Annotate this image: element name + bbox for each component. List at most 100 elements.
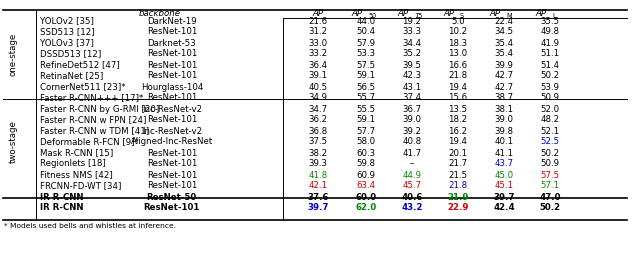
Text: 36.7: 36.7 xyxy=(403,104,422,114)
Text: 40.8: 40.8 xyxy=(403,138,422,147)
Text: 36.4: 36.4 xyxy=(308,60,328,69)
Text: 41.9: 41.9 xyxy=(541,38,559,47)
Text: 33.2: 33.2 xyxy=(308,50,328,59)
Text: 45.7: 45.7 xyxy=(403,181,422,190)
Text: 60.3: 60.3 xyxy=(356,149,376,157)
Text: 39.5: 39.5 xyxy=(403,60,422,69)
Text: ResNet-101: ResNet-101 xyxy=(147,149,197,157)
Text: DarkNet-19: DarkNet-19 xyxy=(147,17,196,26)
Text: Faster R-CNN+++ [17]*: Faster R-CNN+++ [17]* xyxy=(40,93,143,102)
Text: 13.0: 13.0 xyxy=(449,50,468,59)
Text: SSD513 [12]: SSD513 [12] xyxy=(40,28,95,36)
Text: YOLOv2 [35]: YOLOv2 [35] xyxy=(40,17,94,26)
Text: 50.4: 50.4 xyxy=(356,28,376,36)
Text: ResNet-101: ResNet-101 xyxy=(147,60,197,69)
Text: ResNet-101: ResNet-101 xyxy=(147,171,197,180)
Text: ResNet-101: ResNet-101 xyxy=(147,159,197,168)
Text: 18.2: 18.2 xyxy=(449,116,468,125)
Text: 21.6: 21.6 xyxy=(308,17,328,26)
Text: 57.9: 57.9 xyxy=(356,38,376,47)
Text: 38.7: 38.7 xyxy=(495,93,513,102)
Text: 37.5: 37.5 xyxy=(308,138,328,147)
Text: FRCNN-FD-WT [34]: FRCNN-FD-WT [34] xyxy=(40,181,122,190)
Text: RetinaNet [25]: RetinaNet [25] xyxy=(40,71,103,80)
Text: 75: 75 xyxy=(414,13,422,19)
Text: 62.0: 62.0 xyxy=(355,204,376,213)
Text: 48.2: 48.2 xyxy=(540,116,559,125)
Text: –: – xyxy=(410,159,414,168)
Text: RefineDet512 [47]: RefineDet512 [47] xyxy=(40,60,120,69)
Text: 59.1: 59.1 xyxy=(356,116,376,125)
Text: Inc-ResNet-v2: Inc-ResNet-v2 xyxy=(142,126,202,135)
Text: 13.5: 13.5 xyxy=(449,104,468,114)
Text: ResNet-101: ResNet-101 xyxy=(147,71,197,80)
Text: 34.7: 34.7 xyxy=(308,104,328,114)
Text: 36.2: 36.2 xyxy=(308,116,328,125)
Text: 50.2: 50.2 xyxy=(540,149,559,157)
Text: 21.8: 21.8 xyxy=(449,71,468,80)
Text: 39.9: 39.9 xyxy=(495,60,513,69)
Text: 38.1: 38.1 xyxy=(495,104,513,114)
Text: IR R-CNN: IR R-CNN xyxy=(40,204,83,213)
Text: 50: 50 xyxy=(368,13,376,19)
Text: Fitness NMS [42]: Fitness NMS [42] xyxy=(40,171,113,180)
Text: 31.2: 31.2 xyxy=(308,28,328,36)
Text: 19.4: 19.4 xyxy=(449,83,467,92)
Text: AP: AP xyxy=(312,10,324,19)
Text: 21.9: 21.9 xyxy=(447,192,468,201)
Text: 55.5: 55.5 xyxy=(356,104,376,114)
Text: 49.8: 49.8 xyxy=(541,28,559,36)
Text: * Models used bells and whistles at inference.: * Models used bells and whistles at infe… xyxy=(4,223,176,229)
Text: 52.0: 52.0 xyxy=(540,104,559,114)
Text: 51.1: 51.1 xyxy=(540,50,559,59)
Text: 36.8: 36.8 xyxy=(308,126,328,135)
Text: 39.0: 39.0 xyxy=(495,116,513,125)
Text: 43.2: 43.2 xyxy=(401,204,423,213)
Text: 18.3: 18.3 xyxy=(449,38,468,47)
Text: 38.2: 38.2 xyxy=(308,149,328,157)
Text: Mask R-CNN [15]: Mask R-CNN [15] xyxy=(40,149,113,157)
Text: Regionlets [18]: Regionlets [18] xyxy=(40,159,106,168)
Text: AP: AP xyxy=(444,10,455,19)
Text: YOLOv3 [37]: YOLOv3 [37] xyxy=(40,38,94,47)
Text: 39.7: 39.7 xyxy=(493,192,515,201)
Text: ResNet-101: ResNet-101 xyxy=(143,204,200,213)
Text: 10.2: 10.2 xyxy=(449,28,468,36)
Text: CornerNet511 [23]*: CornerNet511 [23]* xyxy=(40,83,125,92)
Text: 39.3: 39.3 xyxy=(308,159,328,168)
Text: 55.7: 55.7 xyxy=(356,93,376,102)
Text: 44.9: 44.9 xyxy=(403,171,422,180)
Text: 45.0: 45.0 xyxy=(495,171,513,180)
Text: Deformable R-FCN [9]*: Deformable R-FCN [9]* xyxy=(40,138,139,147)
Text: 43.1: 43.1 xyxy=(403,83,422,92)
Text: 42.1: 42.1 xyxy=(308,181,328,190)
Text: 34.9: 34.9 xyxy=(308,93,328,102)
Text: Darknet-53: Darknet-53 xyxy=(147,38,196,47)
Text: 43.7: 43.7 xyxy=(495,159,513,168)
Text: 41.1: 41.1 xyxy=(495,149,513,157)
Text: 22.4: 22.4 xyxy=(495,17,513,26)
Text: 34.5: 34.5 xyxy=(495,28,513,36)
Text: 53.3: 53.3 xyxy=(356,50,376,59)
Text: two-stage: two-stage xyxy=(8,120,17,163)
Text: 57.5: 57.5 xyxy=(356,60,376,69)
Text: AP: AP xyxy=(490,10,501,19)
Text: DSSD513 [12]: DSSD513 [12] xyxy=(40,50,101,59)
Text: Faster R-CNN w TDM [41]: Faster R-CNN w TDM [41] xyxy=(40,126,149,135)
Text: 20.1: 20.1 xyxy=(449,149,468,157)
Text: 44.0: 44.0 xyxy=(356,17,376,26)
Text: 42.7: 42.7 xyxy=(495,83,513,92)
Text: 39.0: 39.0 xyxy=(403,116,422,125)
Text: ResNet-101: ResNet-101 xyxy=(147,93,197,102)
Text: ResNet-101: ResNet-101 xyxy=(147,181,197,190)
Text: Inc-ResNet-v2: Inc-ResNet-v2 xyxy=(142,104,202,114)
Text: 21.5: 21.5 xyxy=(449,171,468,180)
Text: ResNet-101: ResNet-101 xyxy=(147,28,197,36)
Text: M: M xyxy=(506,13,511,19)
Text: 41.7: 41.7 xyxy=(403,149,422,157)
Text: 37.4: 37.4 xyxy=(403,93,422,102)
Text: Faster R-CNN by G-RMI [20]: Faster R-CNN by G-RMI [20] xyxy=(40,104,159,114)
Text: IR R-CNN: IR R-CNN xyxy=(40,192,83,201)
Text: Aligned-Inc-ResNet: Aligned-Inc-ResNet xyxy=(131,138,213,147)
Text: 59.1: 59.1 xyxy=(356,71,376,80)
